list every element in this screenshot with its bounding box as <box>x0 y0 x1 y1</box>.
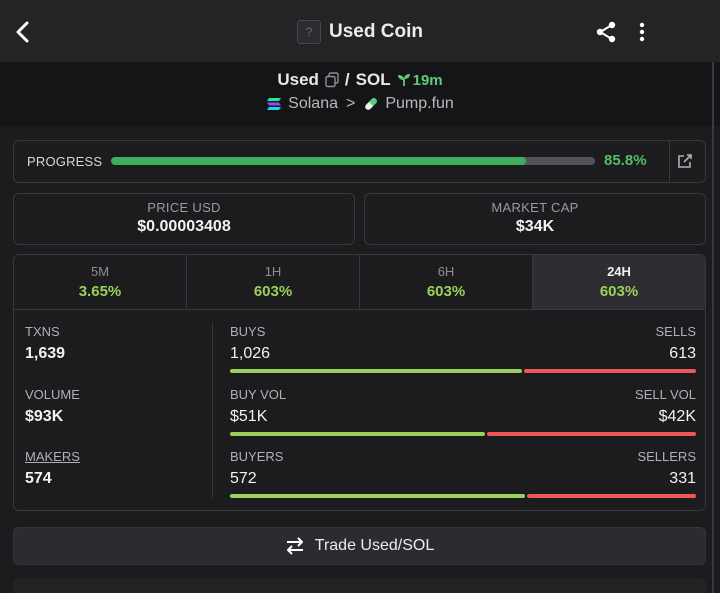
volume-ratio: BUY VOL SELL VOL $51K $42K <box>230 387 696 447</box>
tab-label: 24H <box>607 264 631 279</box>
makers-label[interactable]: MAKERS <box>25 449 80 464</box>
tab-1h[interactable]: 1H 603% <box>187 255 360 309</box>
buy-segment <box>230 494 525 498</box>
market-cap-card: MARKET CAP $34K <box>364 193 706 245</box>
txns-label: TXNS <box>25 324 60 339</box>
pair-line: Used / SOL 19m <box>0 70 720 90</box>
external-link-icon[interactable] <box>677 153 693 169</box>
buy-segment <box>230 432 486 436</box>
sell-vol-label: SELL VOL <box>635 387 696 402</box>
swap-arrows-icon <box>286 537 303 555</box>
progress-bar <box>111 157 595 165</box>
tab-label: 6H <box>437 264 455 279</box>
trade-button[interactable]: Trade Used/SOL <box>13 527 706 565</box>
chevron-right-icon: > <box>346 95 356 112</box>
pair-age: 19m <box>397 72 443 89</box>
market-cap-label: MARKET CAP <box>491 200 579 215</box>
solana-icon <box>267 98 282 110</box>
next-section-card <box>13 578 706 593</box>
page-title: Used Coin <box>329 21 423 42</box>
scrollbar-track[interactable] <box>712 62 714 593</box>
share-icon[interactable] <box>594 20 618 44</box>
market-cap-value: $34K <box>515 218 555 235</box>
base-symbol: Used <box>277 70 319 89</box>
tab-6h[interactable]: 6H 603% <box>360 255 533 309</box>
column-divider <box>212 322 213 498</box>
tab-5m[interactable]: 5M 3.65% <box>14 255 187 309</box>
volume-bar <box>230 432 696 436</box>
buyers-sellers-ratio: BUYERS SELLERS 572 331 <box>230 449 696 509</box>
copy-icon[interactable] <box>325 72 339 88</box>
sell-segment <box>526 494 696 498</box>
sell-vol-value: $42K <box>658 408 696 425</box>
tab-24h[interactable]: 24H 603% <box>533 255 705 309</box>
buys-sells-ratio: BUYS SELLS 1,026 613 <box>230 324 696 384</box>
chain-line: Solana > Pump.fun <box>0 95 720 113</box>
progress-value: 85.8% <box>604 152 647 169</box>
sells-label: SELLS <box>655 324 696 339</box>
sell-segment <box>487 432 696 436</box>
tab-label: 5M <box>90 264 110 279</box>
title-group: ? Used Coin <box>0 18 720 46</box>
token-logo-placeholder: ? <box>297 20 322 44</box>
makers-value: 574 <box>25 470 52 487</box>
volume-label: VOLUME <box>25 387 80 402</box>
trade-button-label: Trade Used/SOL <box>314 537 435 554</box>
top-bar: ? Used Coin <box>0 0 720 62</box>
price-value: $0.00003408 <box>137 218 231 235</box>
price-card: PRICE USD $0.00003408 <box>13 193 355 245</box>
sell-segment <box>523 369 696 373</box>
transaction-stats-panel: TXNS 1,639 VOLUME $93K MAKERS 574 BUYS S… <box>13 309 706 511</box>
buyers-label: BUYERS <box>230 449 284 464</box>
tab-change: 3.65% <box>78 283 122 300</box>
pair-age-value: 19m <box>412 71 443 89</box>
tab-change: 603% <box>253 283 293 300</box>
quote-symbol: SOL <box>355 70 391 89</box>
chain-link[interactable]: Solana <box>266 95 338 113</box>
buy-segment <box>230 369 522 373</box>
buys-sells-bar <box>230 369 696 373</box>
timeframe-tabs: 5M 3.65% 1H 603% 6H 603% 24H 603% <box>13 254 706 309</box>
buyers-value: 572 <box>230 470 257 487</box>
buy-vol-label: BUY VOL <box>230 387 287 402</box>
sellers-label: SELLERS <box>637 449 696 464</box>
progress-divider <box>669 141 670 182</box>
progress-bar-fill <box>111 157 527 165</box>
chain-name: Solana <box>288 95 338 112</box>
tab-label: 1H <box>264 264 282 279</box>
dex-link[interactable]: Pump.fun <box>363 95 454 113</box>
volume-value: $93K <box>25 408 64 425</box>
buy-vol-value: $51K <box>230 408 268 425</box>
pair-separator: / <box>344 70 350 89</box>
back-arrow-icon[interactable] <box>12 18 36 46</box>
sprout-icon <box>397 74 410 86</box>
progress-card: PROGRESS 85.8% <box>13 140 706 183</box>
tab-change: 603% <box>426 283 466 300</box>
sells-value: 613 <box>669 345 696 362</box>
buys-label: BUYS <box>230 324 266 339</box>
dex-name: Pump.fun <box>385 95 454 112</box>
progress-label: PROGRESS <box>27 154 103 169</box>
pill-icon <box>365 98 378 110</box>
buyers-sellers-bar <box>230 494 696 498</box>
more-vertical-icon[interactable] <box>634 20 650 44</box>
price-label: PRICE USD <box>147 200 221 215</box>
buys-value: 1,026 <box>230 345 271 362</box>
tab-change: 603% <box>599 283 639 300</box>
pair-header: Used / SOL 19m Solana > <box>0 62 720 126</box>
sellers-value: 331 <box>669 470 696 487</box>
txns-value: 1,639 <box>25 345 66 362</box>
